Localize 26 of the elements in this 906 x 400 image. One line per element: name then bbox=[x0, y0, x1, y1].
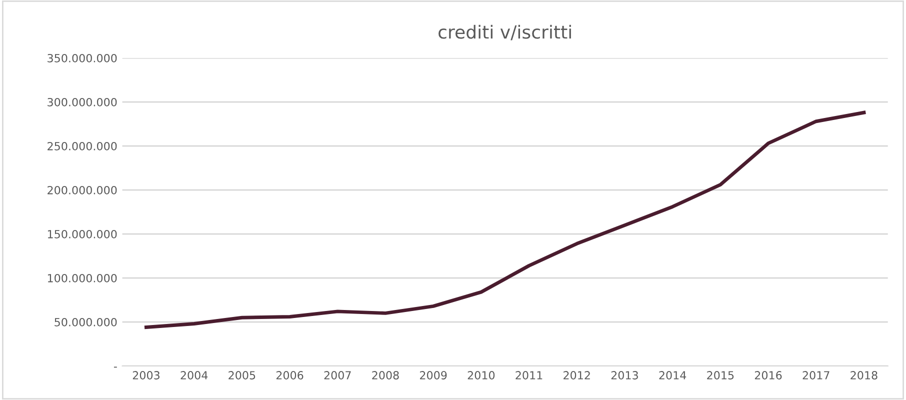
x-tick-label: 2017 bbox=[802, 371, 830, 380]
x-tick-label: 2007 bbox=[324, 371, 351, 380]
y-tick-label: - bbox=[114, 366, 117, 368]
y-tick-label: 250.000.000 bbox=[48, 142, 117, 150]
x-tick-label: 2004 bbox=[180, 371, 208, 380]
x-tick-label: 2015 bbox=[707, 371, 734, 380]
y-tick-label: 350.000.000 bbox=[48, 54, 117, 62]
x-tick-label: 2012 bbox=[564, 371, 590, 380]
y-tick-label: 100.000.000 bbox=[48, 274, 117, 282]
x-tick-label: 2006 bbox=[276, 371, 304, 380]
chart-title: crediti v/iscritti bbox=[438, 24, 571, 40]
x-tick-label: 2005 bbox=[228, 371, 256, 380]
x-tick-label: 2003 bbox=[132, 371, 160, 380]
y-tick-label: 200.000.000 bbox=[48, 186, 117, 194]
y-tick-label: 300.000.000 bbox=[48, 98, 117, 106]
x-tick-label: 2011 bbox=[516, 371, 542, 380]
x-tick-label: 2018 bbox=[850, 371, 878, 380]
y-tick-label: 150.000.000 bbox=[48, 230, 117, 238]
x-tick-label: 2016 bbox=[754, 371, 782, 380]
x-tick-label: 2009 bbox=[420, 371, 447, 380]
line-series bbox=[144, 110, 866, 330]
x-tick-label: 2014 bbox=[659, 371, 686, 380]
y-tick-label: 50.000.000 bbox=[54, 318, 117, 326]
x-tick-label: 2010 bbox=[468, 371, 495, 380]
x-tick-label: 2008 bbox=[372, 371, 399, 380]
x-tick-label: 2013 bbox=[611, 371, 638, 380]
